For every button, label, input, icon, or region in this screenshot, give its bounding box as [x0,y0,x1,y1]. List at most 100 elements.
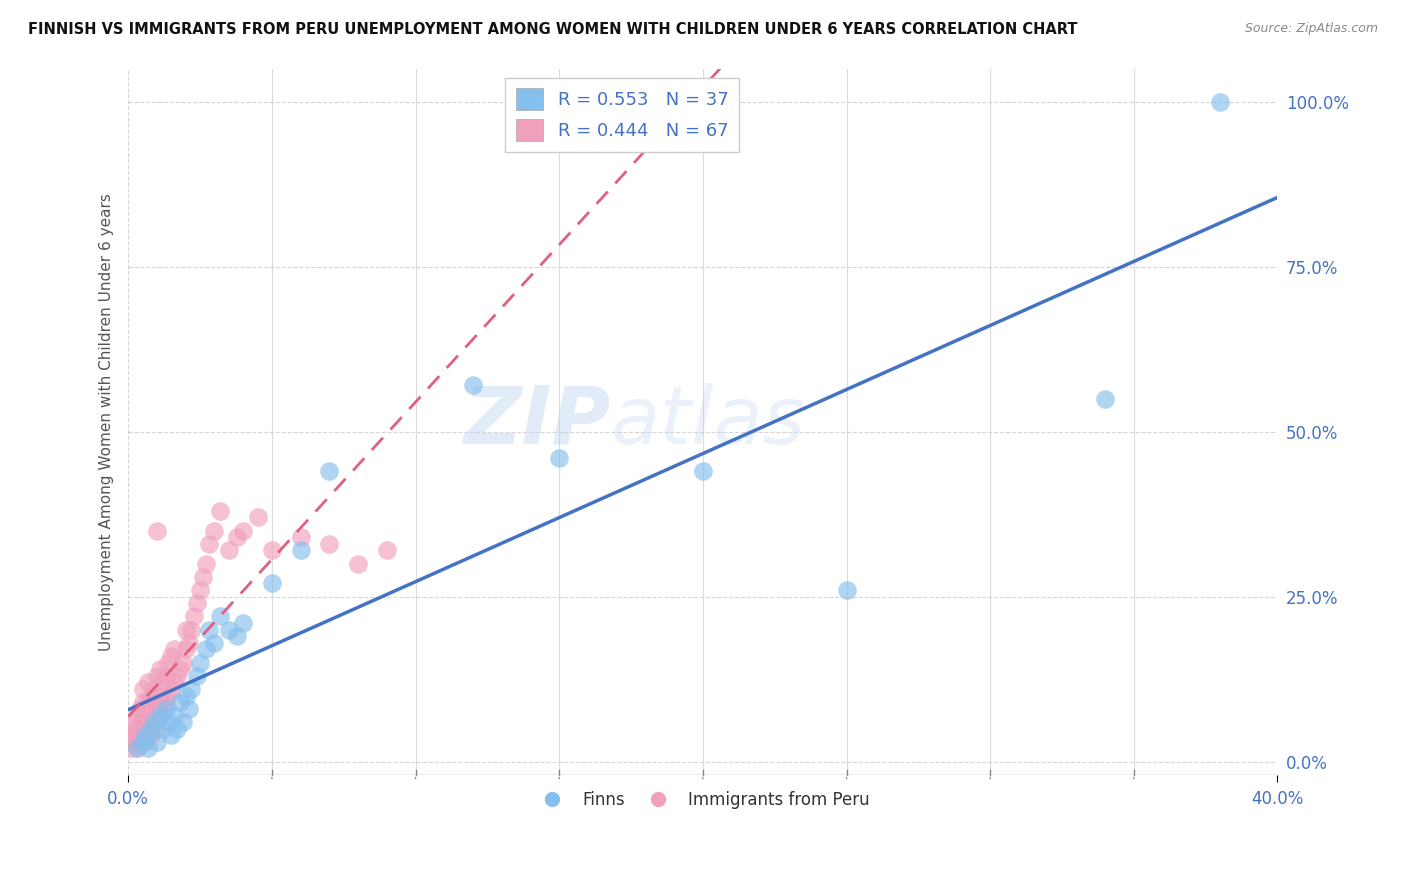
Point [218,623,240,637]
Point [134,728,156,742]
Point [131,714,153,729]
Point [183,609,205,624]
Point [134,702,156,716]
Point [1209,95,1232,109]
Point [209,609,232,624]
Point [146,714,169,729]
Point [122,722,145,736]
Point [461,378,484,392]
Point [131,681,153,696]
Point [149,689,172,703]
Text: atlas: atlas [612,383,806,460]
Text: Source: ZipAtlas.com: Source: ZipAtlas.com [1244,22,1378,36]
Point [163,675,186,690]
Point [232,524,254,538]
Point [218,543,240,558]
Point [186,669,208,683]
Point [157,689,180,703]
Point [197,537,219,551]
Point [143,702,166,716]
Point [146,735,169,749]
Point [226,629,249,643]
Text: ZIP: ZIP [464,383,612,460]
Point [347,557,370,571]
Point [163,708,186,723]
Point [149,662,172,676]
Point [232,615,254,630]
Point [143,722,166,736]
Point [146,695,169,709]
Point [166,722,188,736]
Point [246,510,269,524]
Point [180,623,202,637]
Point [166,669,188,683]
Point [209,504,232,518]
Point [188,656,211,670]
Point [318,464,340,478]
Point [260,576,283,591]
Point [141,689,163,703]
Point [143,714,166,729]
Point [160,648,183,663]
Point [290,543,312,558]
Point [120,728,142,742]
Point [141,728,163,742]
Point [155,669,177,683]
Point [186,596,208,610]
Point [131,735,153,749]
Point [169,695,191,709]
Y-axis label: Unemployment Among Women with Children Under 6 years: Unemployment Among Women with Children U… [100,193,114,650]
Point [290,530,312,544]
Point [174,689,197,703]
Point [138,741,160,756]
Point [125,741,148,756]
Point [172,656,194,670]
Point [146,669,169,683]
Point [128,735,150,749]
Point [548,450,571,465]
Point [152,702,174,716]
Point [191,570,214,584]
Point [160,728,183,742]
Point [157,714,180,729]
Point [146,524,169,538]
Point [155,695,177,709]
Point [157,656,180,670]
Point [155,702,177,716]
Point [204,636,226,650]
Point [131,695,153,709]
Point [143,681,166,696]
Point [160,681,183,696]
Point [197,623,219,637]
Point [122,714,145,729]
Point [149,708,172,723]
Point [375,543,398,558]
Point [1094,392,1116,406]
Point [138,695,160,709]
Point [134,735,156,749]
Point [169,662,191,676]
Point [125,708,148,723]
Point [172,714,194,729]
Point [692,464,714,478]
Point [122,735,145,749]
Point [180,681,202,696]
Point [125,728,148,742]
Point [260,543,283,558]
Point [188,582,211,597]
Point [141,722,163,736]
Point [174,623,197,637]
Point [163,642,186,657]
Point [128,702,150,716]
Point [138,675,160,690]
Point [194,557,217,571]
Point [152,675,174,690]
Point [120,741,142,756]
Point [138,714,160,729]
Point [152,722,174,736]
Point [134,722,156,736]
Point [131,728,153,742]
Point [204,524,226,538]
Point [177,702,200,716]
Point [177,636,200,650]
